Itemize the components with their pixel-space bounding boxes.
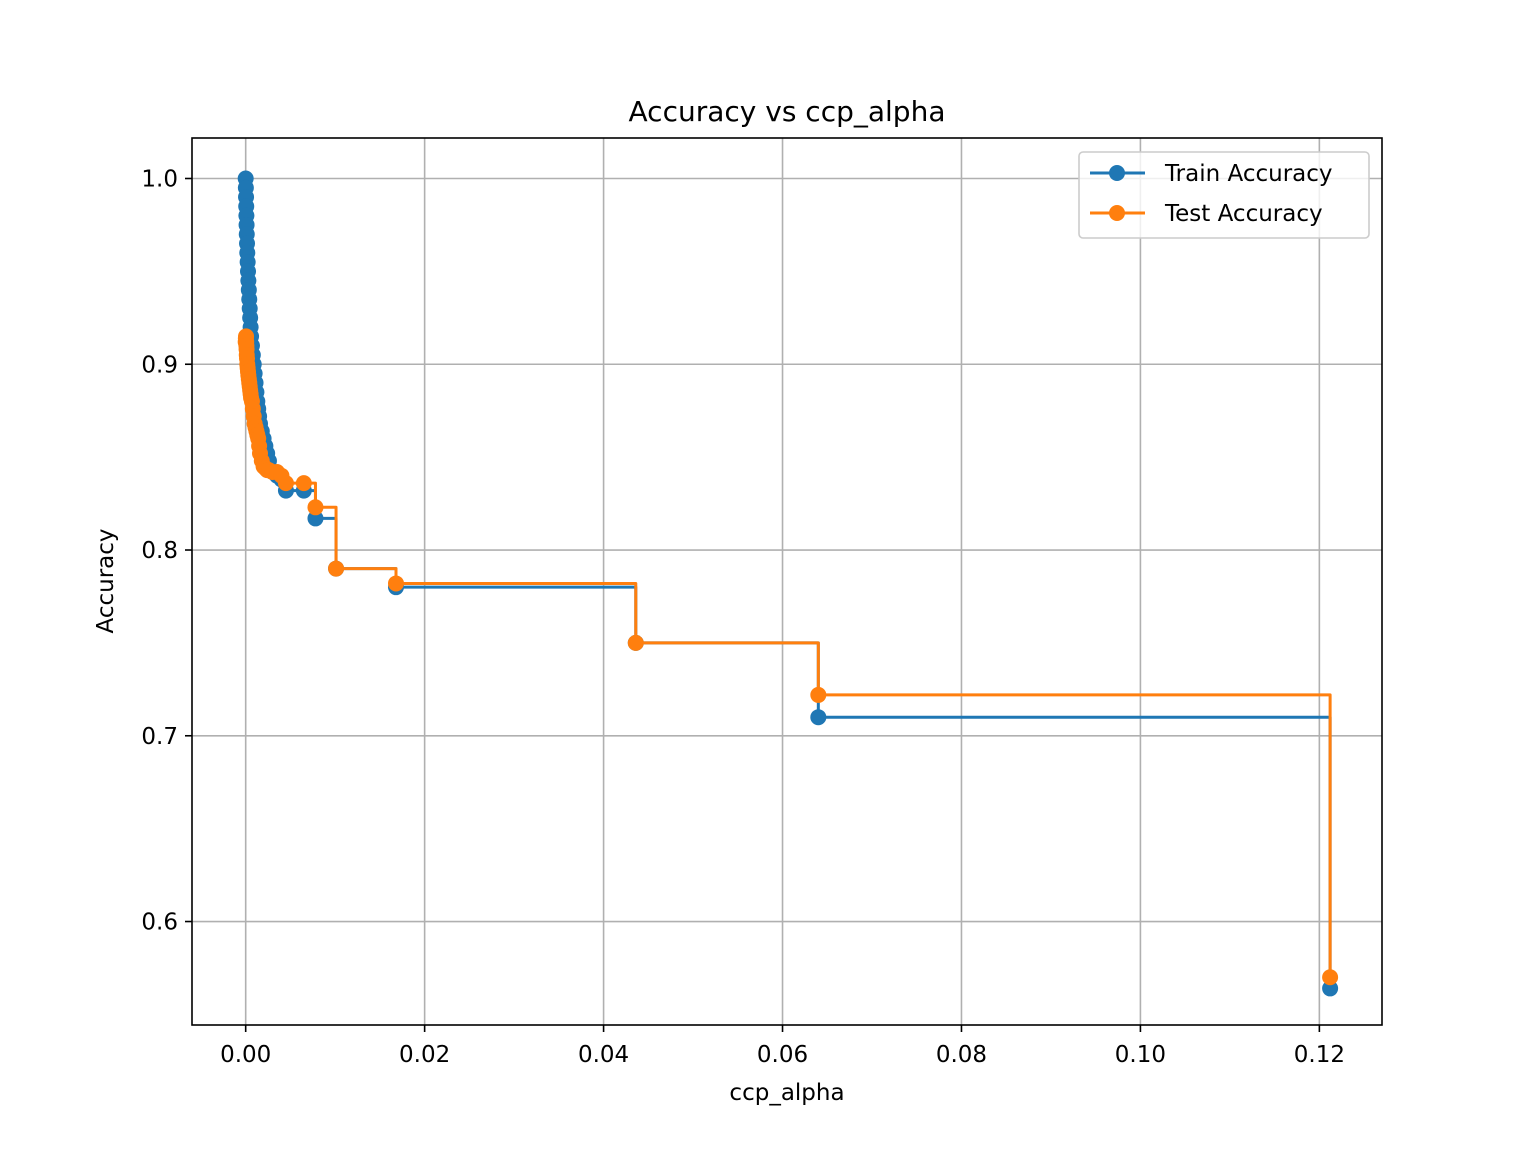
x-axis-ticks: 0.00 0.02 0.04 0.06 0.08 0.10 0.12 (220, 1025, 1345, 1068)
test-accuracy-point (627, 634, 644, 651)
test-accuracy-series (237, 328, 1339, 986)
y-axis-ticks: 0.6 0.7 0.8 0.9 1.0 (141, 166, 192, 936)
grid-lines (192, 138, 1382, 1025)
test-accuracy-point (307, 499, 324, 516)
legend-train-marker (1109, 165, 1125, 181)
series-layer (237, 170, 1339, 997)
legend: Train Accuracy Test Accuracy (1078, 151, 1370, 239)
legend-train-label: Train Accuracy (1164, 161, 1333, 187)
test-accuracy-point (277, 475, 294, 492)
y-tick-label: 0.9 (141, 352, 178, 378)
x-tick-label: 0.08 (936, 1042, 987, 1068)
plot-frame (191, 137, 1383, 1026)
test-accuracy-point (1322, 969, 1339, 986)
y-tick-label: 1.0 (141, 166, 178, 192)
train-accuracy-point (1322, 980, 1339, 997)
x-tick-label: 0.00 (220, 1042, 271, 1068)
x-tick-label: 0.02 (399, 1042, 450, 1068)
test-accuracy-point (295, 475, 312, 492)
train-accuracy-point (810, 709, 827, 726)
legend-test-marker (1109, 205, 1125, 221)
test-accuracy-point (388, 575, 404, 592)
test-accuracy-point (328, 560, 345, 577)
x-tick-label: 0.12 (1294, 1042, 1345, 1068)
y-tick-label: 0.8 (141, 538, 178, 564)
y-tick-label: 0.7 (141, 724, 178, 750)
x-axis-label: ccp_alpha (729, 1080, 844, 1106)
x-tick-label: 0.10 (1115, 1042, 1166, 1068)
x-tick-label: 0.04 (578, 1042, 629, 1068)
legend-box (1078, 151, 1370, 239)
test-accuracy-point (810, 686, 827, 703)
x-tick-label: 0.06 (757, 1042, 808, 1068)
train-accuracy-point (307, 510, 324, 527)
y-axis-label: Accuracy (93, 528, 119, 633)
chart-title: Accuracy vs ccp_alpha (629, 95, 946, 128)
legend-test-label: Test Accuracy (1164, 201, 1323, 227)
y-tick-label: 0.6 (141, 910, 178, 936)
